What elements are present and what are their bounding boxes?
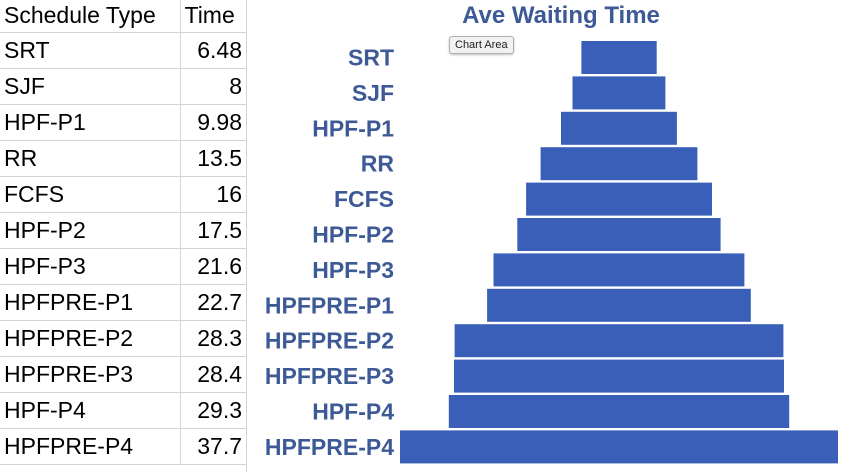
funnel-bar[interactable] <box>448 395 790 428</box>
table-row: HPFPRE-P2 28.3 <box>0 320 246 357</box>
data-table: Schedule Type Time SRT 6.48 SJF 8 HPF-P1 9.98… <box>0 0 246 465</box>
cell-schedule-type[interactable]: HPFPRE-P4 <box>0 428 181 465</box>
category-label[interactable]: HPF-P1 <box>312 115 394 141</box>
funnel-bar[interactable] <box>581 41 657 74</box>
cell-schedule-type[interactable]: SRT <box>0 32 181 69</box>
spreadsheet-grid: Schedule Type Time SRT 6.48 SJF 8 HPF-P1 9.98… <box>0 0 247 472</box>
cell-schedule-type[interactable]: SJF <box>0 68 181 105</box>
cell-time[interactable]: 13.5 <box>180 140 246 177</box>
funnel-bar[interactable] <box>540 147 698 181</box>
cell-time[interactable]: 6.48 <box>180 32 246 69</box>
table-row: HPF-P4 29.3 <box>0 392 246 429</box>
table-row: SRT 6.48 <box>0 32 246 69</box>
funnel-bar[interactable] <box>561 111 677 145</box>
table-row: RR 13.5 <box>0 140 246 177</box>
header-cell-time[interactable]: Time <box>180 0 246 33</box>
cell-schedule-type[interactable]: RR <box>0 140 181 177</box>
category-label[interactable]: SRT <box>348 45 394 71</box>
cell-time[interactable]: 22.7 <box>180 284 246 321</box>
funnel-bar[interactable] <box>493 253 745 287</box>
funnel-chart[interactable]: SRT SJF HPF-P1 RR FCFS HPF-P2 HPF-P3 HPFPRE-P1 H… <box>246 0 846 472</box>
cell-time[interactable]: 21.6 <box>180 248 246 285</box>
category-label[interactable]: SJF <box>352 80 394 106</box>
table-header-row: Schedule Type Time <box>0 0 246 33</box>
cell-time[interactable]: 28.3 <box>180 320 246 357</box>
chart-area-tooltip: Chart Area <box>449 36 514 54</box>
header-cell-schedule-type[interactable]: Schedule Type <box>0 0 181 33</box>
category-label[interactable]: HPFPRE-P1 <box>265 292 394 318</box>
cell-time[interactable]: 8 <box>180 68 246 105</box>
category-label[interactable]: HPF-P4 <box>312 399 394 425</box>
funnel-bar[interactable] <box>454 359 784 393</box>
cell-schedule-type[interactable]: FCFS <box>0 176 181 213</box>
table-row: HPFPRE-P4 37.7 <box>0 428 246 465</box>
funnel-bar[interactable] <box>400 430 838 464</box>
cell-time[interactable]: 17.5 <box>180 212 246 249</box>
funnel-bar[interactable] <box>572 76 666 110</box>
table-row: HPFPRE-P1 22.7 <box>0 284 246 321</box>
cell-schedule-type[interactable]: HPF-P4 <box>0 392 181 429</box>
cell-schedule-type[interactable]: HPF-P2 <box>0 212 181 249</box>
category-label[interactable]: HPFPRE-P3 <box>265 363 394 389</box>
cell-time[interactable]: 9.98 <box>180 104 246 141</box>
cell-schedule-type[interactable]: HPFPRE-P1 <box>0 284 181 321</box>
category-label[interactable]: HPFPRE-P4 <box>265 434 394 460</box>
category-label[interactable]: RR <box>361 151 395 177</box>
cell-schedule-type[interactable]: HPFPRE-P2 <box>0 320 181 357</box>
funnel-bar[interactable] <box>526 182 712 216</box>
chart-title[interactable]: Ave Waiting Time <box>462 2 660 29</box>
funnel-bar[interactable] <box>487 288 751 322</box>
table-row: HPF-P1 9.98 <box>0 104 246 141</box>
table-row: SJF 8 <box>0 68 246 105</box>
cell-schedule-type[interactable]: HPFPRE-P3 <box>0 356 181 393</box>
cell-time[interactable]: 28.4 <box>180 356 246 393</box>
table-row: HPFPRE-P3 28.4 <box>0 356 246 393</box>
cell-time[interactable]: 37.7 <box>180 428 246 465</box>
funnel-bar[interactable] <box>454 324 784 358</box>
funnel-bar[interactable] <box>517 218 721 251</box>
table-row: HPF-P3 21.6 <box>0 248 246 285</box>
cell-schedule-type[interactable]: HPF-P3 <box>0 248 181 285</box>
table-row: FCFS 16 <box>0 176 246 213</box>
chart-area[interactable]: SRT SJF HPF-P1 RR FCFS HPF-P2 HPF-P3 HPFPRE-P1 H… <box>246 0 846 472</box>
cell-time[interactable]: 29.3 <box>180 392 246 429</box>
cell-schedule-type[interactable]: HPF-P1 <box>0 104 181 141</box>
category-label[interactable]: HPFPRE-P2 <box>265 328 394 354</box>
table-row: HPF-P2 17.5 <box>0 212 246 249</box>
category-label[interactable]: FCFS <box>334 186 394 212</box>
cell-time[interactable]: 16 <box>180 176 246 213</box>
category-label[interactable]: HPF-P3 <box>312 257 394 283</box>
category-label[interactable]: HPF-P2 <box>312 222 394 248</box>
